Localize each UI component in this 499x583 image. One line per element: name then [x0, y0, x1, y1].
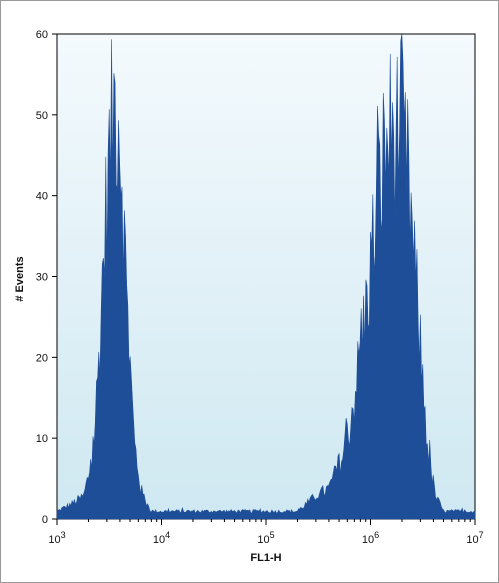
- y-tick-label: 60: [36, 29, 48, 41]
- y-axis-title: # Events: [14, 256, 26, 301]
- y-tick-label: 20: [36, 352, 48, 364]
- x-axis-title: FL1-H: [250, 552, 281, 564]
- x-tick-label: 107: [466, 530, 483, 546]
- y-tick-label: 40: [36, 191, 48, 203]
- x-tick-label: 106: [362, 530, 379, 546]
- x-axis: 103 104 105 106 107: [48, 519, 484, 546]
- y-axis: 0 10 20 30 40 50 60: [36, 29, 57, 526]
- histogram-series: [56, 33, 476, 520]
- y-tick-label: 30: [36, 272, 48, 284]
- y-tick-label: 0: [42, 514, 48, 526]
- y-tick-label: 10: [36, 433, 48, 445]
- x-tick-label: 104: [153, 530, 170, 546]
- x-tick-label: 105: [257, 530, 274, 546]
- y-tick-label: 50: [36, 110, 48, 122]
- x-tick-label: 103: [48, 530, 65, 546]
